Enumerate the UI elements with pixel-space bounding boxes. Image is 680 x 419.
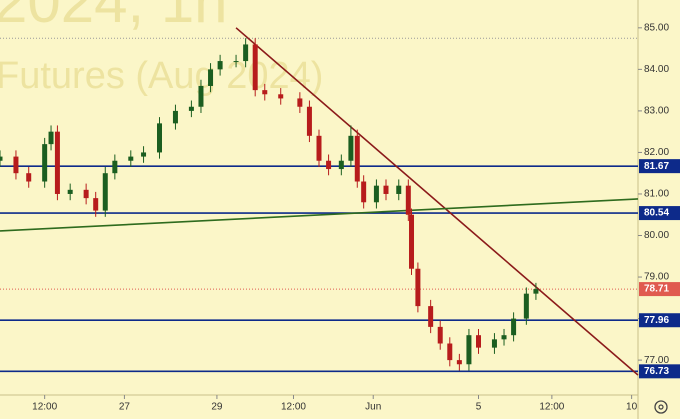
candle-body — [338, 160, 344, 170]
candle-body — [93, 198, 99, 211]
y-tick-label: 81.00 — [644, 189, 669, 200]
candle-body — [373, 185, 379, 203]
candle-body — [409, 214, 415, 269]
x-tick-label: 27 — [119, 402, 131, 413]
trendline — [235, 27, 639, 376]
y-tick-label: 79.00 — [644, 272, 669, 283]
candle-body — [54, 131, 60, 194]
candle-body — [415, 268, 421, 307]
candle-body — [491, 339, 497, 348]
watermark-symbol: 2024, 1h — [0, 0, 228, 35]
candle-body — [243, 44, 249, 62]
x-tick-label: 12:00 — [539, 402, 564, 413]
candle-body — [0, 156, 3, 161]
candle-body — [278, 94, 284, 99]
candle-body — [428, 306, 434, 327]
y-tick-label: 77.00 — [644, 355, 669, 366]
x-tick-label: 29 — [211, 402, 223, 413]
settings-icon[interactable] — [654, 400, 668, 414]
candle-body — [326, 160, 332, 170]
candle-body — [157, 123, 162, 153]
candle-body — [262, 90, 268, 95]
candle-body — [42, 144, 48, 182]
trendline — [0, 198, 639, 232]
settings-icon-center[interactable] — [658, 404, 664, 410]
price-badge-label: 76.73 — [644, 366, 669, 377]
price-badge — [639, 364, 680, 379]
price-badge-label: 80.54 — [644, 208, 669, 219]
candle-body — [26, 173, 32, 182]
candle-body — [141, 152, 147, 157]
x-tick-label: Jun — [365, 402, 381, 413]
candle-body — [128, 156, 134, 161]
candle-body — [67, 189, 73, 194]
price-badge-label: 81.67 — [644, 161, 669, 172]
candle-body — [252, 44, 258, 91]
candle-body — [437, 326, 443, 344]
candle-body — [83, 189, 89, 199]
price-badge — [639, 159, 680, 174]
candle-body — [456, 360, 462, 365]
price-badge — [639, 206, 680, 221]
candle-body — [383, 185, 389, 194]
candle-body — [102, 173, 108, 211]
price-badge-label: 77.96 — [644, 315, 669, 326]
x-tick-label: 12:00 — [281, 402, 306, 413]
price-badge-label: 78.71 — [644, 284, 669, 295]
candle-body — [217, 61, 223, 70]
y-tick-label: 82.00 — [644, 147, 669, 158]
y-tick-label: 85.00 — [644, 22, 669, 33]
candle-body — [316, 135, 322, 161]
candle-body — [396, 185, 402, 194]
candle-body — [172, 110, 178, 124]
watermark-contract: Futures (Aug 2024) — [0, 55, 323, 97]
candle-body — [361, 181, 367, 203]
candle-body — [48, 131, 54, 145]
price-badge — [639, 282, 680, 297]
x-tick-label: 10 — [626, 402, 638, 413]
candle-body — [354, 135, 360, 182]
y-tick-label: 83.00 — [644, 106, 669, 117]
candle-body — [476, 335, 481, 348]
y-tick-label: 80.00 — [644, 230, 669, 241]
candle-body — [188, 106, 194, 111]
candle-body — [447, 343, 453, 361]
settings-button[interactable] — [654, 400, 668, 414]
candle-body — [523, 293, 529, 319]
candle-body — [208, 69, 214, 86]
candle-body — [511, 318, 517, 336]
price-badge — [639, 313, 680, 328]
candle-body — [112, 160, 118, 174]
candle-body — [297, 98, 303, 107]
x-tick-label: 5 — [476, 402, 482, 413]
y-tick-label: 84.00 — [644, 64, 669, 75]
candle-body — [501, 335, 507, 340]
x-tick-label: 12:00 — [32, 402, 57, 413]
candle-body — [348, 135, 354, 161]
candle-body — [198, 85, 204, 107]
candle-body — [466, 335, 472, 365]
candle-body — [306, 106, 312, 136]
candle-body — [405, 185, 411, 215]
candle-body — [533, 289, 539, 294]
candle-body — [13, 156, 19, 174]
candle-body — [233, 61, 239, 63]
